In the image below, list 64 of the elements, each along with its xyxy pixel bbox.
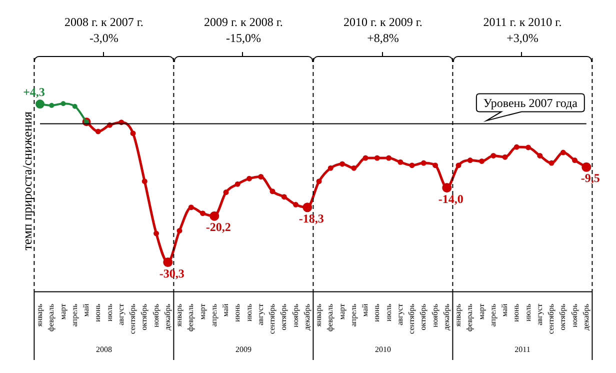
x-tick-label: июль [384, 303, 393, 322]
x-tick-label: октябрь [558, 303, 568, 330]
x-tick-label: февраль [465, 303, 474, 332]
x-tick-label: ноябрь [570, 303, 579, 328]
text: 2011 [514, 345, 530, 354]
text: 2009 [235, 345, 252, 354]
x-tick-label: декабрь [162, 303, 172, 330]
x-tick-label: август [395, 303, 404, 326]
x-tick-label: октябрь [140, 303, 149, 330]
x-tick-label: август [256, 303, 265, 326]
x-tick-label: ноябрь [151, 303, 160, 328]
x-tick-label: март [476, 303, 486, 320]
text: 2008 [96, 345, 112, 354]
x-tick-label: октябрь [279, 303, 288, 330]
text: 2011 г. к 2010 г. +3,0% [483, 15, 562, 46]
x-tick-label: май [221, 303, 230, 317]
x-tick-label: июнь [372, 303, 382, 322]
x-tick-label: январь [314, 303, 324, 327]
x-tick-label: февраль [186, 303, 196, 332]
data-label: -20,2 [206, 220, 231, 234]
x-tick-label: январь [454, 303, 463, 327]
x-tick-label: сентябрь [407, 303, 416, 334]
data-label: -18,3 [298, 211, 324, 226]
x-tick-label: март [337, 303, 346, 320]
x-tick-label: сентябрь [546, 303, 556, 334]
x-tick-label: март [58, 303, 68, 320]
x-tick-label: июль [244, 303, 254, 322]
y-axis-title: темп прироста/снижения [19, 111, 34, 250]
data-label: -14,0 [438, 192, 464, 206]
x-tick-label: январь [174, 303, 184, 327]
x-tick-label: июль [104, 303, 114, 322]
x-tick-label: ноябрь [430, 303, 440, 328]
x-tick-label: январь [35, 303, 44, 327]
x-tick-label: июль [523, 303, 532, 322]
x-tick-label: август [534, 303, 544, 326]
x-tick-label: март [198, 303, 207, 320]
x-tick-label: июнь [512, 303, 521, 322]
text: 2010 [374, 345, 391, 354]
x-tick-label: декабрь [581, 303, 590, 330]
text: 2008 г. к 2007 г. -3,0% [64, 15, 144, 46]
x-tick-label: февраль [326, 303, 335, 332]
data-label: +4,3 [23, 85, 45, 100]
x-tick-label: сентябрь [128, 303, 138, 334]
data-label: -9,5 [580, 171, 600, 186]
x-tick-label: октябрь [418, 303, 428, 330]
ref-line-label: Уровень 2007 года [483, 96, 578, 110]
x-tick-label: май [82, 303, 91, 317]
x-tick-label: апрель [488, 303, 498, 327]
x-tick-label: ноябрь [290, 303, 300, 328]
x-tick-label: июнь [93, 303, 102, 322]
text: 2009 г. к 2008 г. -15,0% [204, 15, 283, 46]
x-tick-label: май [500, 303, 510, 317]
x-tick-label: сентябрь [268, 303, 277, 334]
data-label: -30,3 [159, 266, 184, 280]
x-tick-label: май [360, 303, 370, 317]
x-tick-label: апрель [209, 303, 218, 327]
x-tick-label: апрель [70, 303, 79, 327]
x-tick-label: декабрь [302, 303, 312, 330]
x-tick-label: август [116, 303, 126, 326]
x-tick-label: апрель [348, 303, 358, 327]
x-tick-label: июнь [232, 303, 242, 322]
x-tick-label: февраль [46, 303, 56, 332]
text: 2010 г. к 2009 г. +8,8% [343, 15, 422, 46]
x-tick-label: декабрь [442, 303, 451, 330]
